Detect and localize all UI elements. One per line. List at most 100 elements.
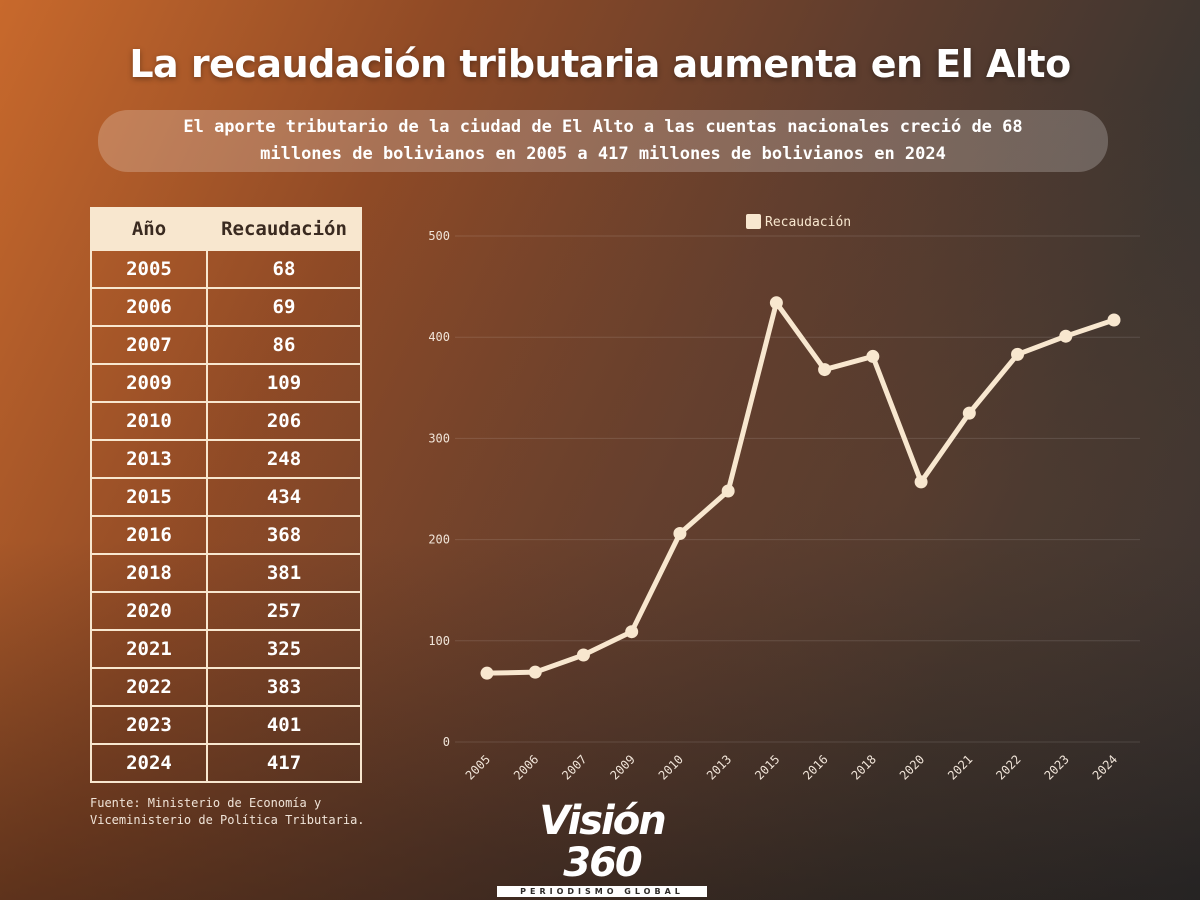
data-point bbox=[1059, 329, 1073, 343]
logo-name: Visión 360 bbox=[539, 798, 666, 886]
series-line bbox=[484, 300, 1117, 676]
table-row: 2020 257 bbox=[90, 591, 362, 631]
y-tick-label: 0 bbox=[443, 735, 450, 749]
cell-year: 2009 bbox=[90, 363, 208, 403]
y-tick-label: 100 bbox=[428, 634, 450, 648]
chart-legend: Recaudación bbox=[746, 214, 851, 230]
source-note: Fuente: Ministerio de Economía y Vicemin… bbox=[90, 795, 365, 829]
cell-revenue: 257 bbox=[206, 591, 362, 631]
data-point bbox=[721, 484, 735, 498]
cell-year: 2021 bbox=[90, 629, 208, 669]
x-tick-label: 2020 bbox=[897, 752, 927, 782]
table-row: 2024 417 bbox=[90, 743, 362, 783]
cell-revenue: 86 bbox=[206, 325, 362, 365]
data-point bbox=[769, 296, 783, 310]
cell-year: 2005 bbox=[90, 249, 208, 289]
table-row: 2015 434 bbox=[90, 477, 362, 517]
legend-label: Recaudación bbox=[765, 215, 851, 230]
x-tick-label: 2007 bbox=[559, 752, 589, 782]
data-point bbox=[962, 406, 976, 420]
data-point bbox=[528, 665, 542, 679]
data-point bbox=[914, 475, 928, 489]
chart-grid bbox=[455, 235, 1140, 743]
cell-year: 2023 bbox=[90, 705, 208, 745]
cell-year: 2022 bbox=[90, 667, 208, 707]
cell-revenue: 381 bbox=[206, 553, 362, 593]
cell-revenue: 325 bbox=[206, 629, 362, 669]
table-row: 2023 401 bbox=[90, 705, 362, 745]
source-line: Fuente: Ministerio de Economía y bbox=[90, 796, 322, 810]
subtitle-box bbox=[98, 110, 1108, 172]
cell-revenue: 368 bbox=[206, 515, 362, 555]
data-point bbox=[625, 625, 639, 639]
x-tick-label: 2010 bbox=[656, 752, 686, 782]
table-body: 2005 68 2006 69 2007 86 2009 109 2010 206 2013 248 2… bbox=[90, 249, 362, 783]
table-row: 2016 368 bbox=[90, 515, 362, 555]
cell-revenue: 68 bbox=[206, 249, 362, 289]
cell-year: 2018 bbox=[90, 553, 208, 593]
cell-revenue: 401 bbox=[206, 705, 362, 745]
data-point bbox=[1107, 313, 1121, 327]
x-tick-label: 2024 bbox=[1090, 752, 1120, 782]
x-tick-label: 2023 bbox=[1042, 752, 1072, 782]
cell-revenue: 417 bbox=[206, 743, 362, 783]
logo: Visión 360 PERIODISMO GLOBAL bbox=[497, 800, 707, 897]
cell-year: 2016 bbox=[90, 515, 208, 555]
y-tick-label: 400 bbox=[428, 330, 450, 344]
page-title: La recaudación tributaria aumenta en El … bbox=[129, 42, 1071, 86]
table-row: 2010 206 bbox=[90, 401, 362, 441]
cell-year: 2007 bbox=[90, 325, 208, 365]
data-point bbox=[1011, 347, 1025, 361]
table-row: 2021 325 bbox=[90, 629, 362, 669]
cell-revenue: 248 bbox=[206, 439, 362, 479]
cell-year: 2013 bbox=[90, 439, 208, 479]
x-tick-label: 2015 bbox=[752, 752, 782, 782]
data-point bbox=[818, 363, 832, 377]
subtitle-line: millones de bolivianos en 2005 a 417 mil… bbox=[260, 144, 946, 164]
table-row: 2005 68 bbox=[90, 249, 362, 289]
x-tick-label: 2016 bbox=[800, 752, 830, 782]
y-tick-label: 500 bbox=[428, 229, 450, 243]
cell-revenue: 206 bbox=[206, 401, 362, 441]
data-table: Año Recaudación 2005 68 2006 69 2007 86 2009 10… bbox=[90, 207, 362, 783]
data-point bbox=[866, 349, 880, 363]
cell-year: 2010 bbox=[90, 401, 208, 441]
table-row: 2007 86 bbox=[90, 325, 362, 365]
table-row: 2022 383 bbox=[90, 667, 362, 707]
x-tick-label: 2022 bbox=[993, 752, 1023, 782]
header-revenue: Recaudación bbox=[206, 207, 362, 251]
x-tick-labels: 2005 2006 2007 2009 2010 2013 2015 2016 2018 2020… bbox=[463, 752, 1120, 782]
x-tick-label: 2005 bbox=[463, 752, 493, 782]
table-header-row: Año Recaudación bbox=[90, 207, 362, 251]
cell-revenue: 383 bbox=[206, 667, 362, 707]
source-line: Viceministerio de Política Tributaria. bbox=[90, 813, 365, 827]
cell-year: 2024 bbox=[90, 743, 208, 783]
cell-revenue: 69 bbox=[206, 287, 362, 327]
legend-swatch bbox=[746, 214, 761, 229]
x-tick-label: 2013 bbox=[704, 752, 734, 782]
table-row: 2009 109 bbox=[90, 363, 362, 403]
y-tick-labels: 0 100 200 300 400 500 bbox=[428, 229, 450, 749]
table-row: 2018 381 bbox=[90, 553, 362, 593]
y-tick-label: 200 bbox=[428, 533, 450, 547]
cell-year: 2006 bbox=[90, 287, 208, 327]
x-tick-label: 2018 bbox=[849, 752, 879, 782]
header-year: Año bbox=[90, 207, 208, 251]
chart-series bbox=[480, 296, 1121, 680]
x-tick-label: 2006 bbox=[511, 752, 541, 782]
cell-year: 2015 bbox=[90, 477, 208, 517]
data-point bbox=[673, 527, 687, 541]
data-point bbox=[480, 666, 494, 680]
y-tick-label: 300 bbox=[428, 431, 450, 445]
data-point bbox=[576, 648, 590, 662]
table-row: 2013 248 bbox=[90, 439, 362, 479]
cell-year: 2020 bbox=[90, 591, 208, 631]
logo-tagline: PERIODISMO GLOBAL bbox=[497, 886, 707, 897]
x-tick-label: 2009 bbox=[607, 752, 637, 782]
table-row: 2006 69 bbox=[90, 287, 362, 327]
subtitle-line: El aporte tributario de la ciudad de El … bbox=[183, 117, 1023, 137]
x-tick-label: 2021 bbox=[945, 752, 975, 782]
subtitle: El aporte tributario de la ciudad de El … bbox=[98, 114, 1108, 168]
cell-revenue: 434 bbox=[206, 477, 362, 517]
